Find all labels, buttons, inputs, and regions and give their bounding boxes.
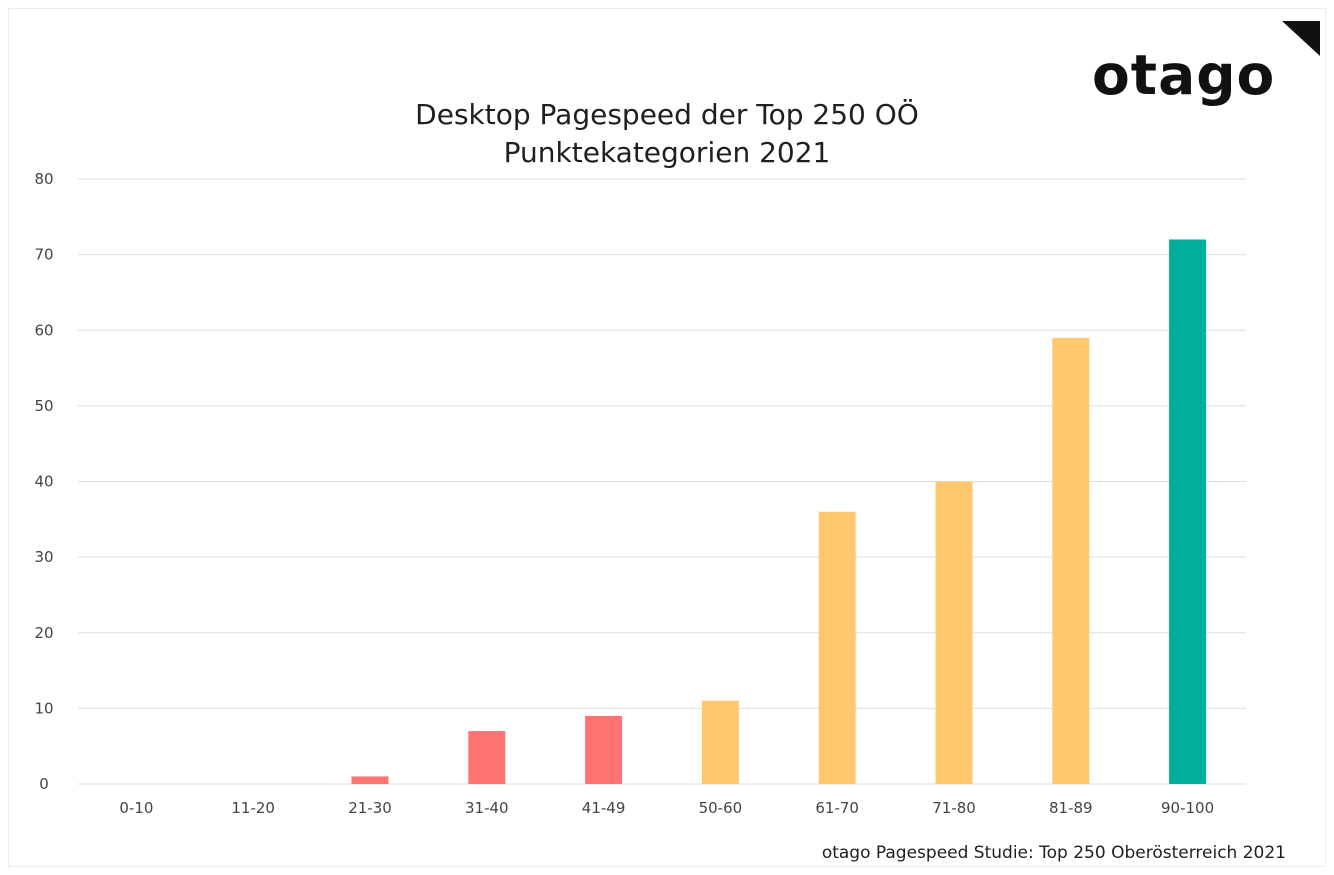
y-axis-ticks: 0 10 20 30 40 50 60 70 80 — [34, 170, 53, 793]
x-tick-label: 71-80 — [932, 799, 976, 817]
y-tick-label: 30 — [34, 548, 53, 566]
y-tick-label: 60 — [34, 321, 53, 339]
x-tick-label: 0-10 — [119, 799, 153, 817]
y-tick-label: 20 — [34, 624, 53, 642]
bars — [351, 239, 1207, 784]
otago-logo: otago — [1092, 48, 1322, 118]
logo-corner-triangle — [1282, 21, 1320, 56]
y-tick-label: 10 — [34, 699, 53, 717]
bar-50-60 — [701, 700, 739, 784]
bar-81-89 — [1052, 337, 1090, 784]
bar-71-80 — [935, 481, 973, 784]
bar-21-30 — [351, 776, 389, 784]
x-tick-label: 90-100 — [1161, 799, 1214, 817]
x-axis-ticks: 0-10 11-20 21-30 31-40 41-49 50-60 61-70 71-80 8… — [119, 799, 1214, 817]
y-tick-label: 40 — [34, 473, 53, 491]
bar-90-100 — [1169, 239, 1207, 784]
bar-31-40 — [468, 731, 506, 784]
x-tick-label: 31-40 — [465, 799, 509, 817]
chart-subtitle: Punktekategorien 2021 — [503, 136, 831, 169]
bar-61-70 — [818, 511, 856, 784]
source-footnote: otago Pagespeed Studie: Top 250 Oberöste… — [821, 843, 1286, 863]
x-tick-label: 50-60 — [699, 799, 743, 817]
gridlines — [78, 178, 1246, 785]
y-tick-label: 50 — [34, 397, 53, 415]
x-tick-label: 61-70 — [815, 799, 859, 817]
chart-title-block: Desktop Pagespeed der Top 250 OÖ Punktek… — [260, 96, 1074, 172]
chart-frame — [8, 8, 1326, 867]
x-tick-label: 21-30 — [348, 799, 392, 817]
logo-wordmark: otago — [1092, 43, 1276, 107]
chart-title: Desktop Pagespeed der Top 250 OÖ — [415, 98, 919, 131]
y-tick-label: 70 — [34, 246, 53, 264]
bar-41-49 — [585, 715, 623, 784]
y-tick-label: 80 — [34, 170, 53, 188]
x-tick-label: 81-89 — [1049, 799, 1093, 817]
x-tick-label: 41-49 — [582, 799, 626, 817]
y-tick-label: 0 — [39, 775, 49, 793]
x-tick-label: 11-20 — [231, 799, 275, 817]
